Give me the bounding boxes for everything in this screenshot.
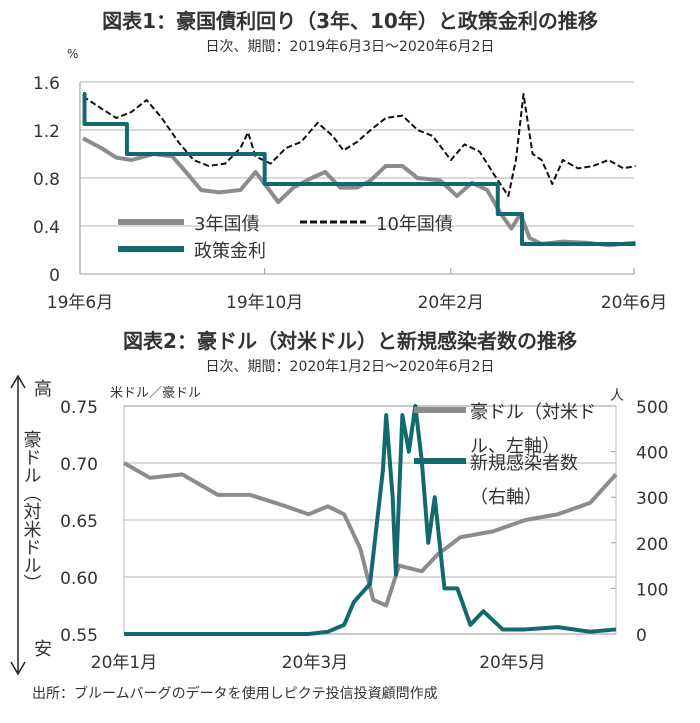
series-line-0 <box>123 461 618 608</box>
side-axis-label: 豪ドル（対米ドル） <box>21 430 42 592</box>
y-tick-label: 0.8 <box>33 170 60 190</box>
y-tick-label: 0.4 <box>33 218 60 238</box>
legend-label: （右軸） <box>470 487 542 508</box>
y-left-tick-label: 0.75 <box>60 398 98 418</box>
y-right-tick-label: 0 <box>636 626 647 646</box>
y-tick-label: 1.2 <box>33 122 60 142</box>
legend-label: 政策金利 <box>194 241 266 262</box>
x-tick-label: 20年3月 <box>282 653 348 673</box>
chart2-right-unit: 人 <box>610 388 624 404</box>
y-right-tick-label: 100 <box>636 580 668 600</box>
x-tick-label: 19年6月 <box>47 293 113 313</box>
chart1-subtitle: 日次、期間：2019年6月3日～2020年6月2日 <box>206 39 495 55</box>
y-left-tick-label: 0.70 <box>60 455 98 475</box>
series-line-2 <box>82 92 636 246</box>
chart2-title: 図表2：豪ドル（対米ドル）と新規感染者数の推移 <box>123 329 577 353</box>
series-line-1 <box>124 404 617 636</box>
chart2-subtitle: 日次、期間：2020年1月2日～2020年6月2日 <box>206 359 495 375</box>
side-arrow <box>10 374 26 676</box>
plot-frame <box>123 405 617 635</box>
legend-label: 豪ドル（対米ド <box>470 402 596 423</box>
y-right-tick-label: 300 <box>636 489 668 509</box>
chart1-title: 図表1：豪国債利回り（3年、10年）と政策金利の推移 <box>102 9 598 33</box>
chart2-left-unit: 米ドル／豪ドル <box>110 385 201 401</box>
y-right-tick-label: 500 <box>636 398 668 418</box>
y-right-tick-label: 200 <box>636 535 668 555</box>
side-high-label: 高 <box>34 379 52 400</box>
x-tick-label: 20年5月 <box>479 653 545 673</box>
side-low-label: 安 <box>34 639 52 660</box>
legend-label: 3年国債 <box>194 214 259 235</box>
y-right-tick-label: 400 <box>636 444 668 464</box>
x-tick-label: 20年1月 <box>91 653 157 673</box>
y-left-tick-label: 0.55 <box>60 626 98 646</box>
x-tick-label: 20年6月 <box>601 293 667 313</box>
series-line-1 <box>82 93 636 197</box>
x-tick-label: 20年2月 <box>418 293 484 313</box>
y-tick-label: 1.6 <box>33 74 60 94</box>
y-left-tick-label: 0.60 <box>60 569 98 589</box>
legend-label: 10年国債 <box>376 214 453 235</box>
legend-label: ル、左軸） <box>470 436 560 457</box>
legend-label: 新規感染者数 <box>470 453 578 474</box>
y-left-tick-label: 0.65 <box>60 512 98 532</box>
chart1-unit: % <box>67 47 78 61</box>
y-tick-label: 0 <box>49 266 60 286</box>
source-note: 出所：ブルームバーグのデータを使用しピクテ投信投資顧問作成 <box>32 685 438 702</box>
x-tick-label: 19年10月 <box>226 293 303 313</box>
